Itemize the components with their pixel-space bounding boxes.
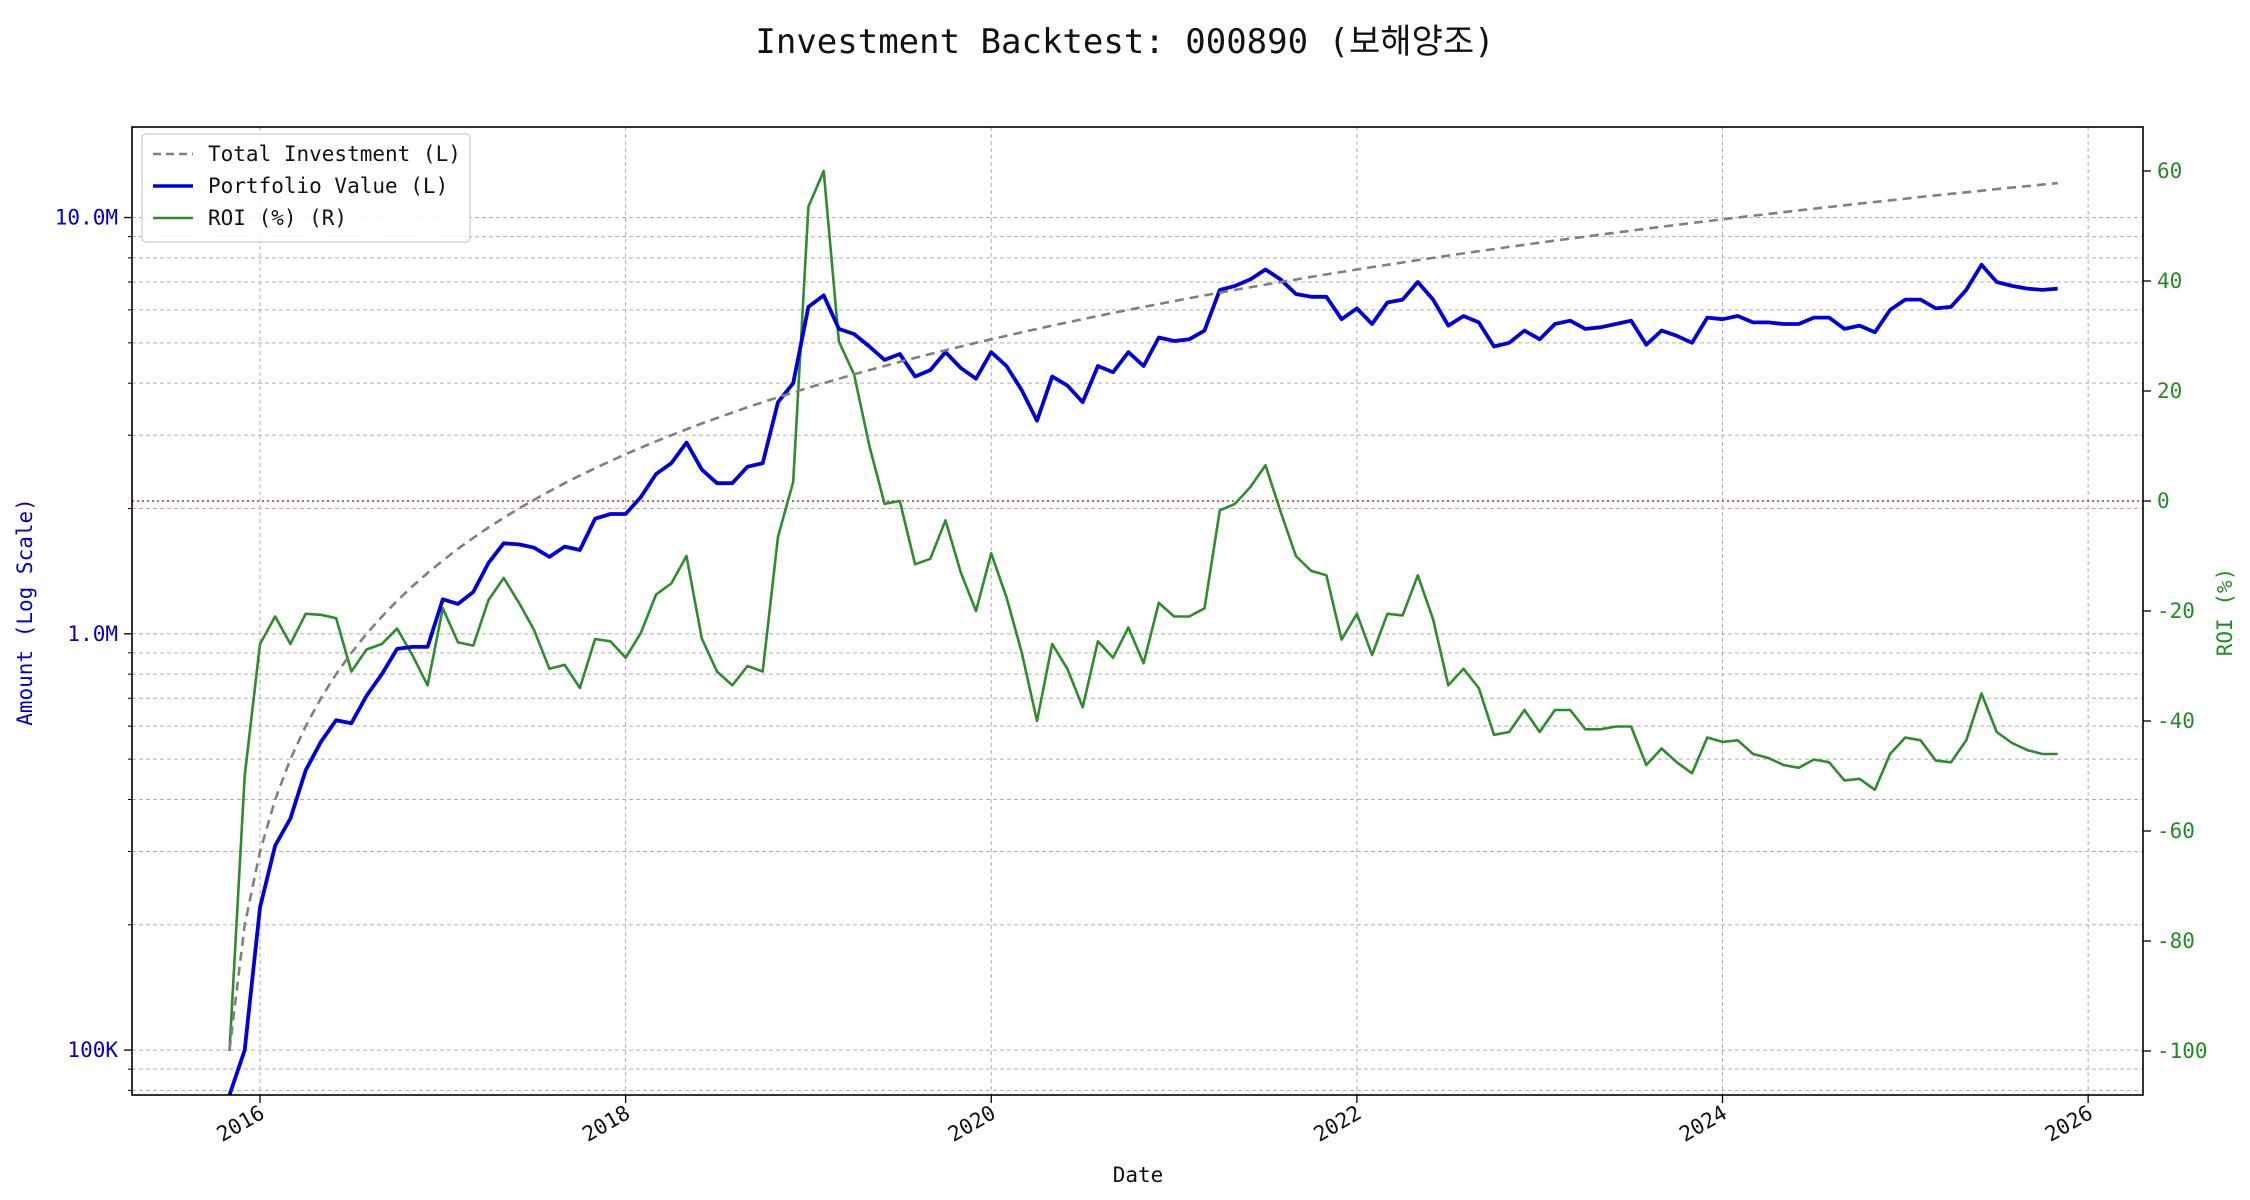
plot-frame (131, 126, 2144, 1096)
y-right-tick-label: 60 (2157, 159, 2182, 183)
x-tick-label: 2026 (2041, 1101, 2097, 1147)
legend-label-investment: Total Investment (L) (208, 142, 461, 166)
x-tick-label: 2016 (213, 1101, 269, 1147)
chart-title: Investment Backtest: 000890 (보해양조) (755, 22, 1495, 62)
legend-label-roi: ROI (%) (R) (208, 206, 347, 230)
x-tick-label: 2022 (1310, 1101, 1366, 1147)
legend-box (141, 133, 471, 243)
line-total-investment (228, 181, 2058, 1051)
line-roi (228, 169, 2058, 1052)
grid (132, 127, 2143, 1095)
y-right-tick-label: 40 (2157, 269, 2182, 293)
y-left-tick-label: 100K (67, 1038, 118, 1062)
x-tick-label: 2020 (944, 1101, 1000, 1147)
y-right-tick-label: -40 (2157, 709, 2195, 733)
y-right-tick-label: 20 (2157, 379, 2182, 403)
y-right-tick-label: -100 (2157, 1039, 2208, 1063)
line-portfolio-value (227, 262, 2058, 1096)
legend: Total Investment (L) Portfolio Value (L)… (141, 133, 471, 243)
y-right-tick-label: -80 (2157, 929, 2195, 953)
y-right-tick-label: 0 (2157, 489, 2170, 513)
x-tick-label: 2024 (1675, 1101, 1731, 1147)
y-left-tick-label: 10.0M (55, 206, 118, 230)
y-axis-right-label: ROI (%) (2213, 568, 2237, 657)
y-left-tick-label: 1.0M (67, 622, 118, 646)
x-axis-label: Date (1113, 1163, 1164, 1187)
x-tick-label: 2018 (578, 1101, 634, 1147)
y-axis-left-label: Amount (Log Scale) (13, 498, 37, 726)
y-right-tick-label: -60 (2157, 819, 2195, 843)
y-right-tick-label: -20 (2157, 599, 2195, 623)
legend-label-portfolio: Portfolio Value (L) (208, 174, 448, 198)
series-layer (227, 169, 2058, 1096)
